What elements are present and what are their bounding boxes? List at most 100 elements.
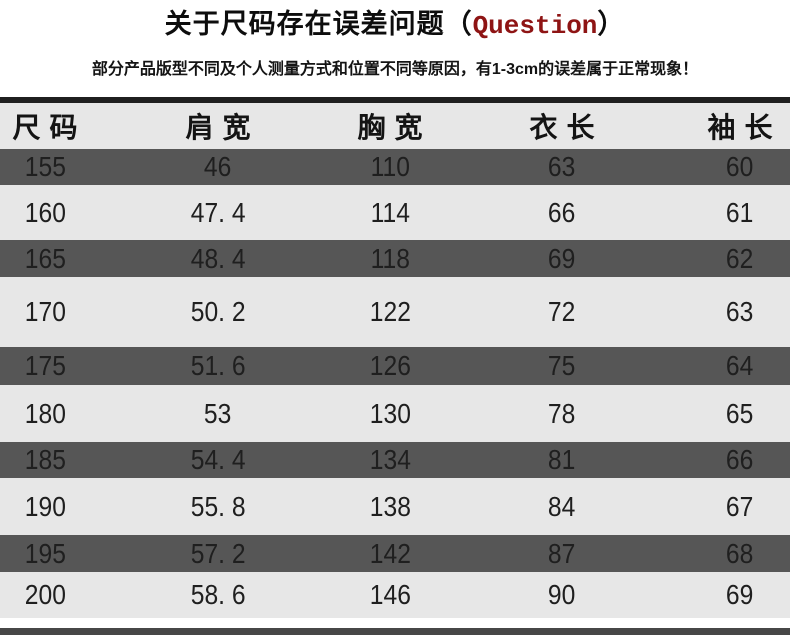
cell-value: 53 (204, 397, 232, 429)
table-row: 180 53 130 78 65 (0, 385, 790, 442)
cell-value: 63 (726, 296, 754, 327)
cell-value: 69 (726, 579, 754, 610)
measurement-cell: 138 (346, 478, 434, 535)
cell-value: 58. 6 (190, 579, 246, 610)
cell-value: 81 (548, 444, 576, 475)
measurement-cell: 134 (346, 442, 434, 478)
measurement-cell: 65 (690, 385, 790, 442)
cell-value: 126 (369, 350, 411, 381)
cell-value: 61 (726, 196, 754, 228)
cell-value: 190 (24, 490, 66, 522)
measurement-cell: 67 (690, 478, 790, 535)
cell-value: 134 (369, 444, 411, 475)
measurement-cell: 64 (690, 347, 790, 385)
measurement-cell: 63 (690, 277, 790, 347)
cell-value: 55. 8 (190, 490, 246, 522)
cell-value: 75 (548, 350, 576, 381)
title-question-text: Question (472, 11, 598, 41)
column-header-label: 肩宽 (185, 111, 260, 144)
cell-value: 87 (548, 537, 576, 569)
measurement-cell: 126 (346, 347, 434, 385)
size-cell: 175 (0, 347, 90, 385)
cell-value: 68 (726, 537, 754, 569)
top-divider (0, 97, 790, 103)
size-cell: 155 (0, 149, 90, 185)
measurement-cell: 81 (434, 442, 690, 478)
measurement-cell: 51. 6 (90, 347, 346, 385)
cell-value: 67 (726, 490, 754, 522)
measurement-cell: 58. 6 (90, 572, 346, 618)
table-row: 195 57. 2 142 87 68 (0, 535, 790, 572)
column-header: 衣长 (434, 103, 690, 149)
size-cell: 195 (0, 535, 90, 572)
bottom-divider (0, 628, 790, 635)
size-cell: 185 (0, 442, 90, 478)
cell-value: 50. 2 (190, 296, 246, 327)
cell-value: 66 (548, 196, 576, 228)
cell-value: 114 (370, 196, 410, 228)
table-row: 200 58. 6 146 90 69 (0, 572, 790, 618)
cell-value: 54. 4 (190, 444, 246, 475)
size-cell: 200 (0, 572, 90, 618)
cell-value: 90 (548, 579, 576, 610)
measurement-cell: 142 (346, 535, 434, 572)
measurement-cell: 63 (434, 149, 690, 185)
measurement-cell: 75 (434, 347, 690, 385)
column-header: 肩宽 (90, 103, 346, 149)
measurement-cell: 57. 2 (90, 535, 346, 572)
cell-value: 78 (548, 397, 576, 429)
table-row: 160 47. 4 114 66 61 (0, 185, 790, 240)
measurement-cell: 47. 4 (90, 185, 346, 240)
size-cell: 170 (0, 277, 90, 347)
cell-value: 60 (726, 151, 754, 182)
measurement-cell: 54. 4 (90, 442, 346, 478)
measurement-cell: 68 (690, 535, 790, 572)
page-title: 关于尺码存在误差问题（Question） (0, 6, 790, 44)
measurement-cell: 110 (346, 149, 434, 185)
size-cell: 190 (0, 478, 90, 535)
table-row: 165 48. 4 118 69 62 (0, 240, 790, 277)
column-header: 胸宽 (346, 103, 434, 149)
size-cell: 160 (0, 185, 90, 240)
column-header-label: 袖长 (707, 111, 782, 144)
cell-value: 155 (24, 151, 66, 182)
cell-value: 72 (548, 296, 576, 327)
cell-value: 84 (548, 490, 576, 522)
measurement-cell: 114 (346, 185, 434, 240)
cell-value: 160 (24, 196, 66, 228)
cell-value: 118 (370, 242, 410, 274)
table-row: 155 46 110 63 60 (0, 149, 790, 185)
table-row: 185 54. 4 134 81 66 (0, 442, 790, 478)
measurement-cell: 118 (346, 240, 434, 277)
measurement-cell: 46 (90, 149, 346, 185)
cell-value: 66 (726, 444, 754, 475)
tolerance-note: 部分产品版型不同及个人测量方式和位置不同等原因，有1-3cm的误差属于正常现象！ (91, 61, 699, 78)
cell-value: 51. 6 (190, 350, 246, 381)
measurement-cell: 48. 4 (90, 240, 346, 277)
measurement-cell: 87 (434, 535, 690, 572)
column-header: 尺码 (0, 103, 90, 149)
measurement-cell: 84 (434, 478, 690, 535)
measurement-cell: 50. 2 (90, 277, 346, 347)
cell-value: 175 (24, 350, 66, 381)
column-header-label: 尺码 (12, 111, 87, 144)
size-cell: 180 (0, 385, 90, 442)
cell-value: 47. 4 (190, 196, 246, 228)
table-header-row: 尺码 肩宽 胸宽 衣长 袖长 (0, 103, 790, 149)
measurement-cell: 55. 8 (90, 478, 346, 535)
measurement-cell: 66 (434, 185, 690, 240)
measurement-cell: 53 (90, 385, 346, 442)
cell-value: 185 (24, 444, 66, 475)
title-paren-close: ） (597, 9, 626, 39)
size-table: 尺码 肩宽 胸宽 衣长 袖长 155 46 110 63 60 160 47. 4 114 66 61 16… (0, 103, 790, 618)
table-row: 175 51. 6 126 75 64 (0, 347, 790, 385)
cell-value: 63 (548, 151, 576, 182)
cell-value: 122 (369, 296, 411, 327)
cell-value: 57. 2 (190, 537, 246, 569)
measurement-cell: 90 (434, 572, 690, 618)
measurement-cell: 146 (346, 572, 434, 618)
measurement-cell: 62 (690, 240, 790, 277)
measurement-cell: 72 (434, 277, 690, 347)
measurement-cell: 122 (346, 277, 434, 347)
